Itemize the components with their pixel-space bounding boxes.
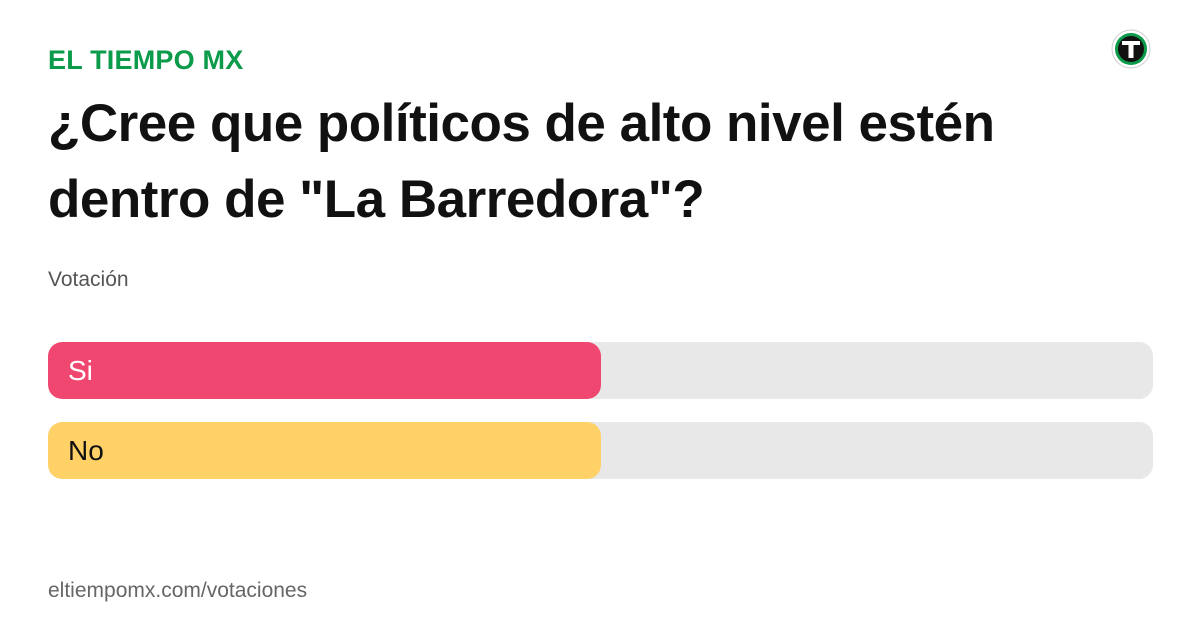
poll-option-no-fill <box>48 422 601 479</box>
poll-option-no[interactable]: No <box>48 422 1153 479</box>
poll-option-no-label: No <box>68 435 104 466</box>
footer-url[interactable]: eltiempomx.com/votaciones <box>48 579 308 602</box>
poll-option-si[interactable]: Si <box>48 342 1153 399</box>
poll-option-si-fill <box>48 342 601 399</box>
poll-option-si-label: Si <box>68 355 93 386</box>
poll-subtitle: Votación <box>48 268 129 291</box>
poll-question: ¿Cree que políticos de alto nivel estén … <box>48 94 995 229</box>
brand-name: EL TIEMPO MX <box>48 45 244 75</box>
poll-options: Si No <box>48 342 1153 502</box>
el-tiempo-logo-icon <box>1111 29 1151 69</box>
